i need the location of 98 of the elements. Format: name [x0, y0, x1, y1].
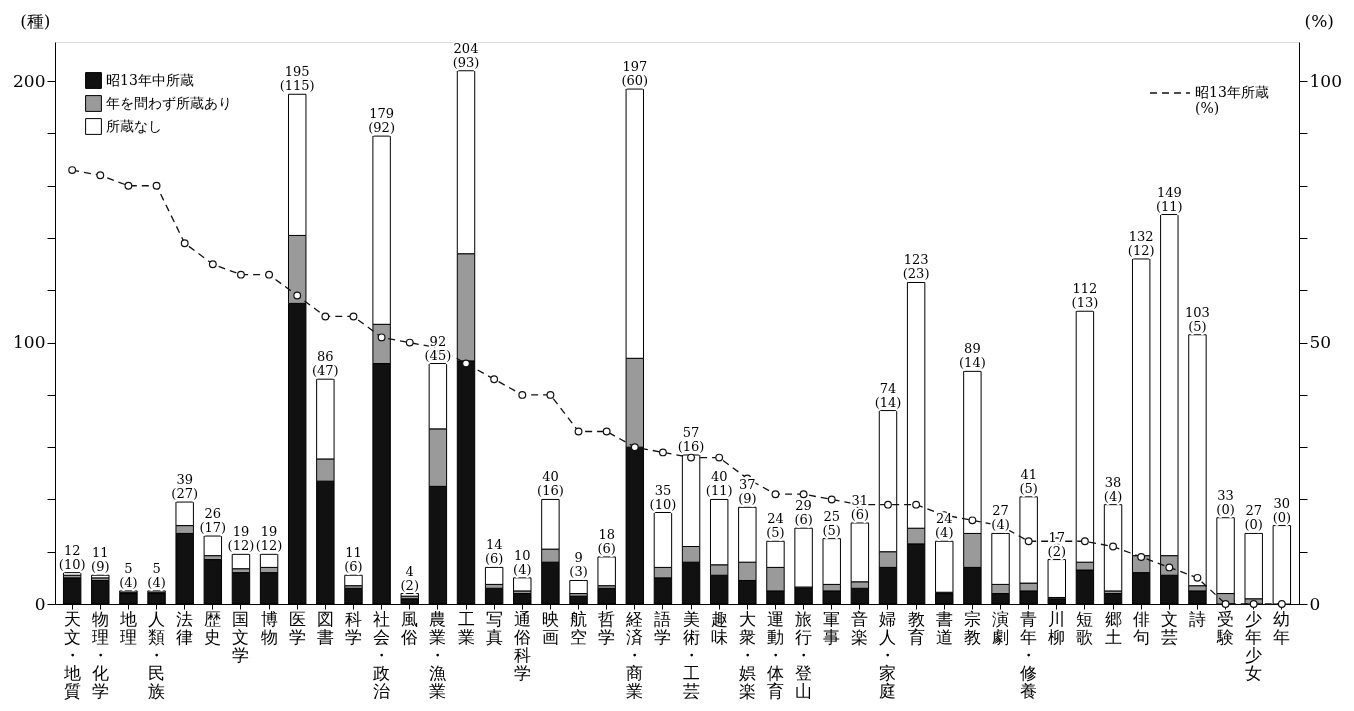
total-label: 41 (5) — [1019, 466, 1038, 496]
legend-label: 昭13年中所蔵 — [106, 71, 194, 88]
x-tick-label: 美術・工芸 — [682, 608, 700, 701]
x-tick-label: 旅行・登山 — [795, 608, 813, 701]
total-label: 40 (11) — [705, 469, 733, 499]
total-label: 123 (23) — [902, 252, 930, 282]
x-tick-label: 宗教 — [963, 608, 981, 647]
total-label: 4 (2) — [400, 563, 419, 593]
total-label: 89 (14) — [959, 341, 986, 371]
total-label: 86 (47) — [312, 349, 339, 379]
total-label: 26 (17) — [199, 506, 227, 536]
x-tick-label: 受験 — [1216, 608, 1235, 647]
x-tick-label: 幼年 — [1273, 608, 1291, 647]
total-label: 27 (0) — [1244, 503, 1263, 533]
x-tick-label: 社会・政治 — [373, 608, 391, 701]
total-label: 112 (13) — [1071, 281, 1099, 311]
total-label: 11 (6) — [344, 545, 363, 575]
x-tick-label: 少年少女 — [1245, 608, 1263, 683]
y2-tick-label: 0 — [1309, 593, 1321, 614]
total-label: 37 (9) — [738, 477, 757, 507]
x-tick-label: 郷土 — [1104, 608, 1122, 647]
total-label: 40 (16) — [537, 469, 564, 499]
total-label: 103 (5) — [1185, 304, 1210, 334]
x-tick-label: 地理 — [118, 608, 137, 647]
total-label: 19 (12) — [227, 524, 255, 554]
total-label: 11 (9) — [91, 545, 110, 575]
x-tick-label: 風俗 — [401, 608, 419, 647]
total-label: 39 (27) — [171, 472, 199, 502]
x-tick-label: 音楽 — [851, 608, 869, 647]
x-tick-label: 軍事 — [823, 608, 841, 647]
total-label: 14 (6) — [484, 537, 504, 567]
total-label: 74 (14) — [874, 380, 902, 410]
x-tick-label: 文芸 — [1160, 608, 1178, 647]
x-tick-label: 博物 — [260, 608, 278, 647]
total-label: 12 (10) — [58, 542, 86, 572]
total-label: 132 (12) — [1127, 228, 1155, 258]
total-label: 18 (6) — [597, 526, 616, 556]
x-tick-label: 写真 — [485, 608, 503, 647]
x-tick-label: 俳句 — [1132, 608, 1150, 647]
total-label: 92 (45) — [424, 333, 452, 363]
total-label: 31 (6) — [850, 492, 870, 522]
x-tick-label: 医学 — [288, 608, 306, 647]
total-label: 24 (5) — [766, 511, 785, 541]
x-tick-label: 川柳 — [1048, 608, 1066, 647]
total-label: 17 (2) — [1047, 529, 1066, 559]
total-label: 29 (6) — [794, 498, 813, 528]
total-label: 9 (3) — [569, 550, 588, 580]
x-tick-label: 人類・民族 — [148, 608, 166, 701]
total-label: 19 (12) — [255, 524, 283, 554]
x-tick-label: 語学 — [654, 608, 672, 647]
y-tick-label: 100 — [13, 332, 46, 353]
x-tick-label: 大衆・娯楽 — [738, 608, 756, 701]
total-label: 5 (4) — [147, 560, 166, 590]
x-tick-label: 短歌 — [1076, 608, 1094, 647]
legend-label: 昭13年所蔵 (%) — [1195, 84, 1269, 116]
x-tick-label: 国文学 — [232, 608, 250, 665]
total-label: 30 (0) — [1272, 495, 1292, 525]
total-label: 195 (115) — [279, 64, 315, 94]
x-tick-label: 物理・化学 — [91, 608, 109, 701]
y-tick-label: 200 — [13, 70, 46, 91]
total-label: 10 (4) — [513, 547, 532, 577]
x-tick-label: 婦人・家庭 — [879, 608, 897, 701]
x-tick-label: 経済・商業 — [625, 608, 644, 701]
total-label: 25 (5) — [822, 508, 841, 538]
x-tick-label: 通俗科学 — [513, 608, 531, 683]
x-tick-label: 農業・漁業 — [429, 608, 447, 701]
x-tick-label: 青年・修養 — [1020, 608, 1038, 701]
x-tick-label: 工業 — [457, 608, 475, 647]
x-tick-label: 図書 — [316, 608, 334, 647]
x-tick-label: 天文・地質 — [62, 608, 81, 701]
x-tick-label: 法律 — [176, 608, 194, 647]
x-tick-label: 科学 — [344, 608, 362, 647]
total-label: 38 (4) — [1103, 474, 1123, 504]
y-axis-title: (種) — [20, 10, 51, 31]
total-label: 35 (10) — [649, 482, 677, 512]
x-tick-label: 書道 — [935, 608, 953, 647]
y2-axis-title: (%) — [1304, 10, 1334, 31]
total-label: 197 (60) — [621, 59, 649, 89]
legend-label: 所蔵なし — [106, 117, 162, 134]
legend-label: 年を問わず所蔵あり — [106, 94, 232, 111]
y-tick-label: 0 — [34, 593, 46, 614]
x-tick-label: 航空 — [570, 608, 588, 647]
x-tick-label: 趣味 — [710, 608, 728, 647]
total-label: 179 (92) — [368, 106, 395, 136]
x-tick-label: 哲学 — [598, 608, 616, 647]
x-tick-label: 映画 — [541, 608, 559, 647]
total-label: 149 (11) — [1155, 184, 1183, 214]
y2-tick-label: 50 — [1309, 332, 1332, 353]
x-tick-label: 演劇 — [992, 608, 1010, 647]
total-label: 5 (4) — [119, 560, 138, 590]
x-tick-label: 詩 — [1188, 608, 1206, 629]
x-tick-label: 歴史 — [204, 608, 222, 647]
total-label: 204 (93) — [452, 40, 480, 70]
total-label: 57 (16) — [677, 425, 705, 454]
total-label: 33 (0) — [1216, 487, 1235, 517]
x-tick-label: 教育 — [907, 608, 925, 647]
y2-tick-label: 100 — [1309, 70, 1342, 91]
x-tick-label: 運動・体育 — [766, 608, 784, 701]
